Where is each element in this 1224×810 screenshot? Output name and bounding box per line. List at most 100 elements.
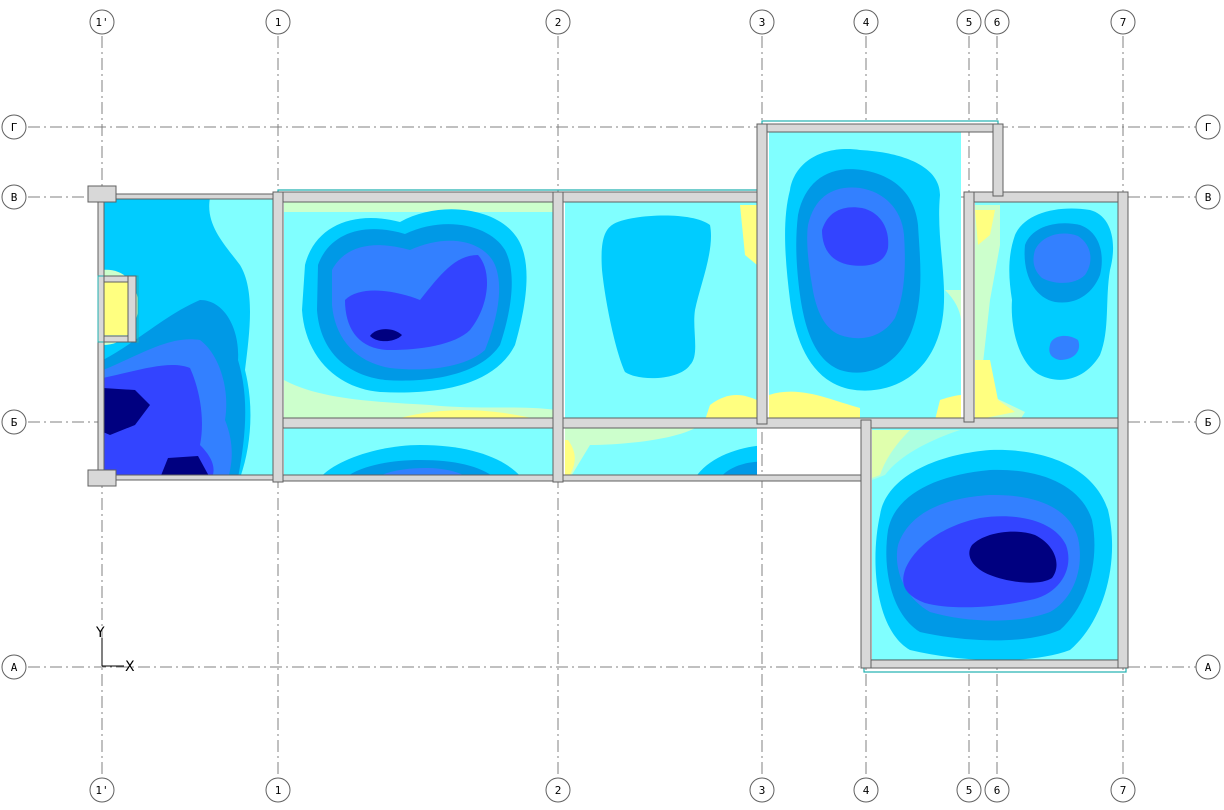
wall-south-west [97,474,279,481]
axis-bubble-label: 7 [1120,784,1127,797]
beam-6 [992,123,1004,197]
axis-bubble-circle [1195,184,1221,210]
beam-V-5-7 [965,191,1127,203]
beam-3 [756,123,768,425]
axis-bubble-circle [545,777,571,803]
axis-bubble-bottom-5: 5 [956,777,982,803]
wall-north-west [97,193,279,200]
walls [87,123,1129,669]
axis-bubble-circle [984,777,1010,803]
axis-bubble-label: 3 [759,16,766,29]
axis-bubble-circle [545,9,571,35]
axis-bubble-right-B: Б [1195,409,1221,435]
column-b-1prime [87,469,117,487]
axis-bubble-bottom-7: 7 [1110,777,1136,803]
axis-bubble-left-V: В [1,184,27,210]
axis-bubble-bottom-2: 2 [545,777,571,803]
axis-bubble-top-6: 6 [984,9,1010,35]
axis-bubble-circle [1,114,27,140]
axis-bubble-circle [1195,114,1221,140]
slab-B [565,202,757,478]
slab-A [284,202,556,478]
axis-bubble-circle [1195,654,1221,680]
axis-bubble-top-5: 5 [956,9,982,35]
slab-D [975,202,1121,420]
axis-bubble-label: 1 [275,784,282,797]
axis-bubble-label: В [11,191,18,204]
axis-bubble-top-7: 7 [1110,9,1136,35]
axis-bubble-bottom-1prime: 1' [89,777,115,803]
axis-bubble-label: 4 [863,784,870,797]
axis-bubble-circle [1110,9,1136,35]
ucs-x-label: X [125,659,135,675]
axis-bubble-label: 7 [1120,16,1127,29]
beam-B-1-7 [275,417,1127,429]
axis-bubble-label: В [1205,191,1212,204]
axis-bubble-right-A: А [1195,654,1221,680]
axis-bubble-left-A: А [1,654,27,680]
axis-bubble-label: 6 [994,784,1001,797]
axis-bubble-top-1: 1 [265,9,291,35]
axis-bubble-circle [265,777,291,803]
axis-bubble-label: 3 [759,784,766,797]
axis-bubble-label: 1 [275,16,282,29]
wall-south-1-4 [275,474,867,482]
axis-bubble-label: Г [11,121,18,134]
column-v-1prime [87,185,117,203]
slab-C [769,130,961,420]
axis-bubble-top-1prime: 1' [89,9,115,35]
axis-bubble-top-3: 3 [749,9,775,35]
beam-1 [272,191,284,483]
axis-bubble-circle [89,777,115,803]
axis-bubble-top-2: 2 [545,9,571,35]
beam-V-1-3 [275,191,763,203]
axis-bubble-bottom-6: 6 [984,777,1010,803]
beam-4 [860,419,872,669]
axis-bubble-circle [956,9,982,35]
axis-bubble-right-V: В [1195,184,1221,210]
slab-E [872,428,1120,664]
axis-bubble-circle [1,184,27,210]
axis-bubble-circle [749,9,775,35]
axis-bubble-label: 1' [95,784,108,797]
slab-west [103,198,277,476]
axis-bubble-bottom-4: 4 [853,777,879,803]
axis-bubble-label: А [1205,661,1212,674]
axis-bubble-label: 2 [555,784,562,797]
axis-bubble-circle [89,9,115,35]
axis-bubble-circle [749,777,775,803]
axis-bubble-label: А [11,661,18,674]
axis-bubble-label: 6 [994,16,1001,29]
beam-G-3-6 [757,123,999,133]
axis-bubbles: 1' 1' 1 1 2 2 3 3 4 4 5 5 6 6 7 7 Г Г В В Б Б А А [1,9,1221,803]
axis-bubble-label: Б [11,416,18,429]
axis-bubble-circle [1,654,27,680]
axis-bubble-circle [853,9,879,35]
axis-bubble-circle [265,9,291,35]
axis-bubble-label: 5 [966,16,973,29]
axis-bubble-left-G: Г [1,114,27,140]
axis-bubble-label: Б [1205,416,1212,429]
axis-bubble-right-G: Г [1195,114,1221,140]
axis-bubble-circle [1,409,27,435]
axis-bubble-circle [984,9,1010,35]
beam-A-4-7 [861,659,1127,669]
axis-bubble-left-B: Б [1,409,27,435]
beam-2 [552,191,564,483]
axis-bubble-circle [956,777,982,803]
ucs-y-label: Y [95,625,105,641]
axis-bubble-bottom-3: 3 [749,777,775,803]
axis-bubble-bottom-1: 1 [265,777,291,803]
axis-bubble-label: Г [1205,121,1212,134]
opening-west-jamb [127,275,137,343]
beam-7 [1117,191,1129,669]
axis-bubble-label: 5 [966,784,973,797]
axis-bubble-label: 4 [863,16,870,29]
axis-bubble-circle [1110,777,1136,803]
axis-bubble-label: 1' [95,16,108,29]
ucs-icon: Y X [95,625,135,675]
beam-5 [963,191,975,423]
axis-bubble-top-4: 4 [853,9,879,35]
axis-bubble-label: 2 [555,16,562,29]
